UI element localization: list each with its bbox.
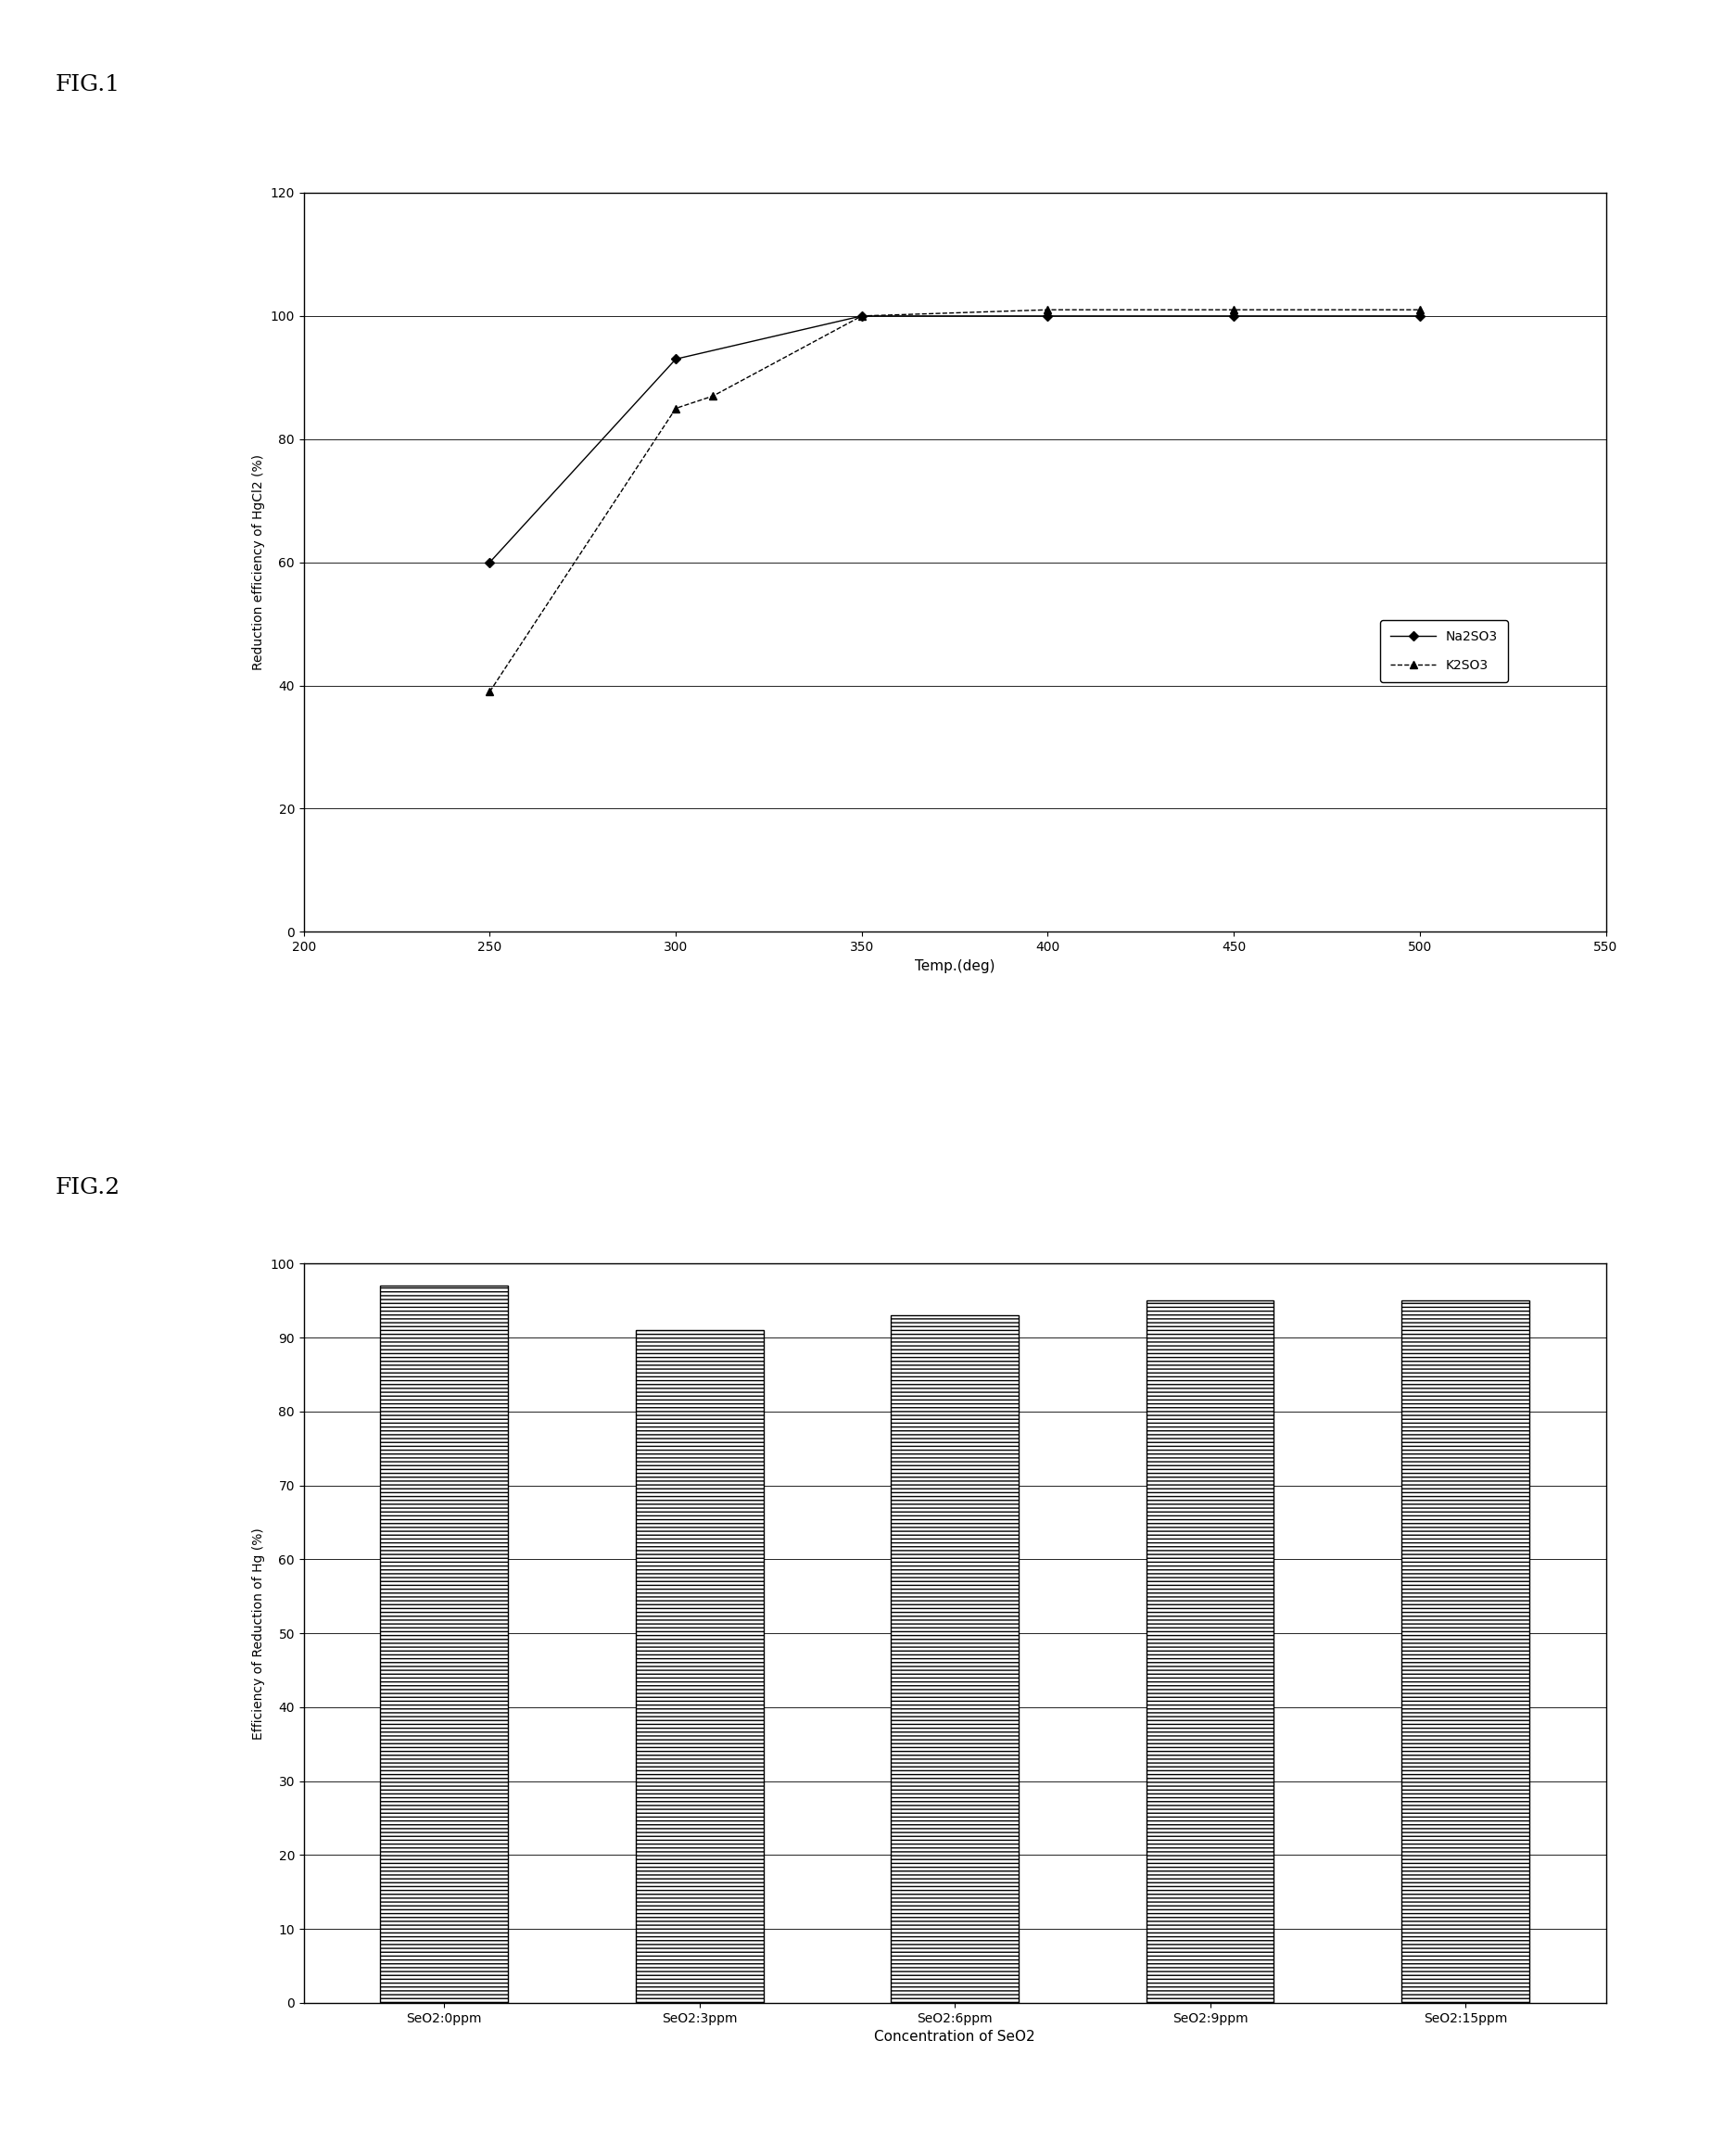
K2SO3: [1410, 298, 1430, 323]
K2SO3: [1038, 298, 1059, 323]
Line: K2SO3: K2SO3: [486, 306, 1424, 696]
Bar: [635, 1330, 764, 2003]
Na2SO3: [1224, 304, 1245, 330]
K2SO3: [703, 383, 724, 409]
Text: FIG.1: FIG.1: [56, 75, 120, 96]
K2SO3: [665, 396, 686, 422]
X-axis label: Temp.(deg): Temp.(deg): [915, 960, 995, 972]
Na2SO3: [1410, 304, 1430, 330]
Na2SO3: [851, 304, 871, 330]
K2SO3: [1224, 298, 1245, 323]
Bar: [1401, 1300, 1529, 2003]
X-axis label: Concentration of SeO2: Concentration of SeO2: [875, 2031, 1035, 2043]
K2SO3: [851, 304, 871, 330]
Bar: [1146, 1300, 1274, 2003]
Bar: [891, 1315, 1019, 2003]
Y-axis label: Reduction efficiency of HgCl2 (%): Reduction efficiency of HgCl2 (%): [252, 454, 266, 670]
K2SO3: [479, 679, 500, 705]
Na2SO3: [479, 550, 500, 576]
Legend: Na2SO3, K2SO3: Na2SO3, K2SO3: [1380, 619, 1509, 681]
Text: FIG.2: FIG.2: [56, 1178, 120, 1197]
Y-axis label: Efficiency of Reduction of Hg (%): Efficiency of Reduction of Hg (%): [252, 1527, 266, 1739]
Na2SO3: [1038, 304, 1059, 330]
Line: Na2SO3: Na2SO3: [486, 313, 1424, 565]
Bar: [380, 1285, 509, 2003]
Na2SO3: [665, 347, 686, 373]
